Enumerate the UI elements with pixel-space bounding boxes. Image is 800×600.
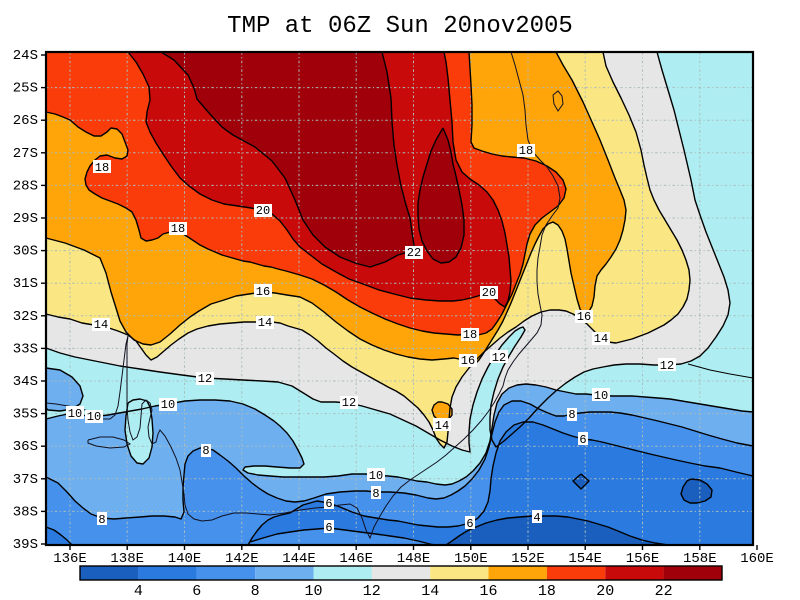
svg-text:8: 8: [98, 513, 105, 527]
svg-text:26S: 26S: [13, 113, 38, 129]
svg-text:28S: 28S: [13, 178, 38, 194]
svg-text:TMP at 06Z Sun 20nov2005: TMP at 06Z Sun 20nov2005: [227, 13, 573, 40]
svg-text:20: 20: [482, 286, 496, 300]
svg-text:8: 8: [568, 408, 575, 422]
svg-text:6: 6: [325, 497, 332, 511]
svg-text:14: 14: [94, 318, 108, 332]
svg-text:32S: 32S: [13, 309, 38, 325]
svg-text:158E: 158E: [683, 551, 717, 567]
svg-text:136E: 136E: [53, 551, 87, 567]
svg-text:31S: 31S: [13, 276, 38, 292]
svg-text:12: 12: [198, 372, 212, 386]
svg-text:10: 10: [87, 410, 101, 424]
svg-text:156E: 156E: [626, 551, 660, 567]
svg-text:152E: 152E: [511, 551, 545, 567]
svg-text:10: 10: [161, 398, 175, 412]
svg-text:140E: 140E: [168, 551, 202, 567]
svg-text:12: 12: [660, 359, 674, 373]
svg-text:142E: 142E: [225, 551, 259, 567]
svg-text:37S: 37S: [13, 472, 38, 488]
svg-text:18: 18: [95, 161, 109, 175]
svg-text:144E: 144E: [282, 551, 316, 567]
svg-text:160E: 160E: [740, 551, 774, 567]
svg-text:8: 8: [251, 583, 260, 600]
svg-text:8: 8: [202, 444, 209, 458]
svg-text:6: 6: [579, 433, 586, 447]
svg-text:4: 4: [134, 583, 143, 600]
svg-text:14: 14: [594, 332, 608, 346]
svg-text:39S: 39S: [13, 537, 38, 553]
svg-text:12: 12: [342, 396, 356, 410]
svg-text:34S: 34S: [13, 374, 38, 390]
svg-text:4: 4: [533, 511, 540, 525]
svg-text:148E: 148E: [397, 551, 431, 567]
svg-text:36S: 36S: [13, 439, 38, 455]
svg-text:20: 20: [596, 583, 614, 600]
svg-text:14: 14: [435, 419, 449, 433]
svg-text:16: 16: [256, 285, 270, 299]
svg-text:14: 14: [421, 583, 439, 600]
svg-text:10: 10: [594, 389, 608, 403]
svg-text:8: 8: [372, 487, 379, 501]
svg-text:35S: 35S: [13, 407, 38, 423]
svg-text:146E: 146E: [339, 551, 373, 567]
svg-text:6: 6: [466, 517, 473, 531]
svg-text:16: 16: [479, 583, 497, 600]
svg-text:22: 22: [655, 583, 673, 600]
svg-text:150E: 150E: [454, 551, 488, 567]
svg-text:6: 6: [192, 583, 201, 600]
svg-text:14: 14: [258, 316, 272, 330]
svg-text:16: 16: [461, 354, 475, 368]
svg-text:38S: 38S: [13, 504, 38, 520]
svg-text:33S: 33S: [13, 341, 38, 357]
svg-text:10: 10: [369, 469, 383, 483]
svg-text:12: 12: [492, 351, 506, 365]
svg-text:138E: 138E: [110, 551, 144, 567]
svg-text:154E: 154E: [568, 551, 602, 567]
svg-text:22: 22: [407, 246, 421, 260]
svg-text:10: 10: [304, 583, 322, 600]
svg-text:10: 10: [68, 407, 82, 421]
svg-text:18: 18: [519, 144, 533, 158]
svg-text:24S: 24S: [13, 48, 38, 64]
svg-text:18: 18: [538, 583, 556, 600]
svg-text:12: 12: [363, 583, 381, 600]
svg-text:16: 16: [577, 310, 591, 324]
svg-text:25S: 25S: [13, 81, 38, 97]
svg-text:29S: 29S: [13, 211, 38, 227]
svg-text:18: 18: [463, 328, 477, 342]
svg-text:18: 18: [171, 222, 185, 236]
svg-text:20: 20: [256, 204, 270, 218]
svg-text:30S: 30S: [13, 244, 38, 260]
svg-text:6: 6: [325, 521, 332, 535]
svg-text:27S: 27S: [13, 146, 38, 162]
